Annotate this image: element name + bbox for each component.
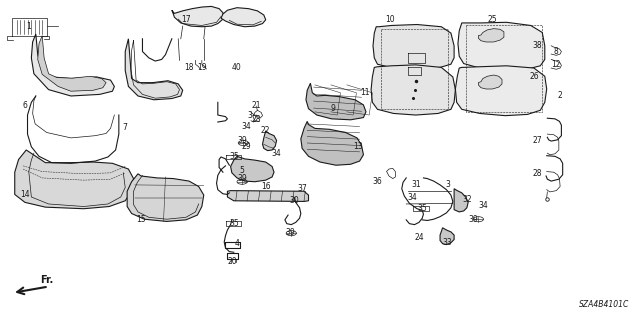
Text: 24: 24 [414, 233, 424, 242]
Text: 17: 17 [181, 15, 191, 24]
Text: 38: 38 [532, 41, 542, 50]
Text: 35: 35 [229, 152, 239, 161]
Text: 13: 13 [353, 142, 363, 151]
Polygon shape [262, 131, 276, 151]
Text: 22: 22 [261, 126, 271, 135]
Text: 37: 37 [297, 184, 307, 193]
Text: 16: 16 [261, 182, 271, 191]
Text: 3: 3 [247, 111, 252, 120]
Polygon shape [227, 191, 308, 201]
Text: 21: 21 [252, 101, 261, 110]
Text: 39: 39 [285, 228, 295, 237]
Polygon shape [458, 22, 545, 70]
Text: 20: 20 [228, 257, 237, 266]
Text: 9: 9 [330, 104, 335, 113]
Polygon shape [371, 65, 456, 115]
Text: 34: 34 [242, 122, 252, 131]
Text: 30: 30 [289, 196, 300, 205]
Text: 33: 33 [443, 238, 452, 247]
Polygon shape [373, 25, 454, 69]
Text: 25: 25 [488, 15, 497, 24]
Text: 39: 39 [237, 136, 247, 145]
Polygon shape [440, 228, 454, 245]
Text: 2: 2 [557, 92, 562, 100]
Polygon shape [221, 8, 266, 27]
Text: 14: 14 [20, 190, 30, 199]
Text: SZA4B4101C: SZA4B4101C [579, 300, 630, 309]
Text: 3: 3 [445, 181, 450, 189]
Text: 6: 6 [22, 101, 28, 110]
Polygon shape [15, 150, 134, 209]
Text: 34: 34 [272, 149, 282, 158]
Polygon shape [454, 189, 468, 212]
Text: 35: 35 [229, 219, 239, 227]
Text: 7: 7 [123, 123, 127, 132]
Text: 32: 32 [462, 195, 472, 204]
Polygon shape [230, 156, 274, 182]
Text: 35: 35 [417, 204, 427, 213]
Polygon shape [127, 174, 204, 221]
Text: 11: 11 [360, 88, 369, 97]
Text: 1: 1 [26, 22, 31, 31]
Polygon shape [301, 122, 364, 165]
Polygon shape [125, 39, 182, 100]
Text: 27: 27 [532, 136, 542, 145]
Text: Fr.: Fr. [40, 275, 54, 285]
Text: 26: 26 [529, 72, 539, 81]
Polygon shape [31, 34, 115, 96]
Polygon shape [306, 83, 366, 120]
Text: 5: 5 [239, 166, 244, 175]
Polygon shape [478, 75, 502, 89]
Text: 34: 34 [478, 201, 488, 210]
Text: 36: 36 [372, 177, 382, 186]
Text: 4: 4 [234, 239, 239, 248]
Text: 10: 10 [385, 15, 395, 24]
Text: 19: 19 [197, 63, 207, 72]
Text: 23: 23 [252, 115, 261, 124]
Text: 29: 29 [242, 142, 252, 151]
Text: 39: 39 [468, 215, 478, 224]
Text: 12: 12 [552, 60, 561, 69]
Polygon shape [456, 66, 547, 116]
Text: 8: 8 [554, 47, 559, 56]
Text: 18: 18 [184, 63, 194, 72]
Polygon shape [38, 36, 106, 91]
Text: 39: 39 [237, 174, 247, 183]
Text: 40: 40 [232, 63, 242, 72]
Polygon shape [478, 29, 504, 42]
Text: 15: 15 [136, 215, 146, 224]
Text: 34: 34 [408, 193, 417, 202]
Text: 31: 31 [411, 181, 420, 189]
Polygon shape [172, 6, 223, 27]
Text: 28: 28 [532, 169, 542, 178]
